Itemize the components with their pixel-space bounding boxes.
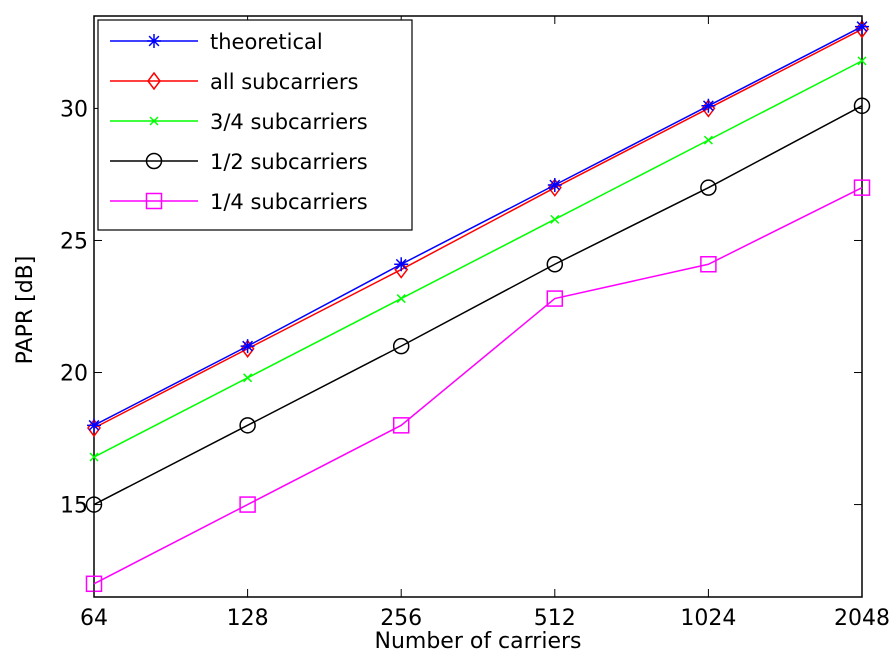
legend-marker	[149, 116, 159, 126]
series-theoretical	[87, 19, 869, 433]
data-point	[89, 452, 99, 462]
series-line	[93, 186, 863, 585]
data-point	[550, 214, 560, 224]
data-point	[700, 179, 717, 196]
data-point	[240, 339, 255, 354]
legend-marker	[145, 152, 163, 170]
data-point	[547, 178, 562, 193]
y-tick-label: 20	[60, 362, 88, 387]
data-point	[546, 290, 564, 307]
data-point	[396, 294, 406, 304]
series-1-2-subcarriers	[85, 97, 871, 513]
y-tick-label: 25	[60, 229, 88, 254]
legend-entry: 1/4 subcarriers	[110, 190, 368, 214]
data-point	[243, 373, 253, 383]
series-line	[93, 105, 863, 506]
x-tick-label: 256	[380, 606, 422, 631]
legend-label: 1/2 subcarriers	[210, 150, 368, 174]
y-axis-label: PAPR [dB]	[13, 256, 38, 365]
data-point	[855, 19, 869, 34]
legend-marker	[145, 192, 163, 210]
legend-entry: theoretical	[110, 30, 323, 54]
data-point	[703, 135, 713, 145]
data-point	[87, 418, 101, 433]
legend-label: theoretical	[210, 30, 323, 54]
x-axis-label: Number of carriers	[374, 629, 581, 654]
legend-label: 1/4 subcarriers	[210, 190, 368, 214]
legend-label: 3/4 subcarriers	[210, 110, 368, 134]
x-tick-label: 64	[80, 606, 108, 631]
data-point	[546, 255, 564, 273]
data-point	[392, 417, 410, 434]
y-tick-label: 30	[60, 97, 88, 122]
data-point	[853, 179, 871, 196]
legend-marker	[147, 34, 161, 48]
legend-label: all subcarriers	[210, 70, 358, 94]
x-tick-label: 2048	[834, 606, 890, 631]
data-point	[853, 97, 871, 115]
y-tick-label: 15	[60, 494, 88, 519]
series-line	[93, 25, 863, 427]
data-point	[394, 257, 409, 272]
x-tick-label: 512	[534, 606, 576, 631]
data-point	[239, 496, 256, 513]
legend-entry: all subcarriers	[110, 70, 358, 94]
series-line	[93, 28, 863, 429]
series-3-4-subcarriers	[89, 56, 867, 462]
x-tick-label: 128	[227, 606, 269, 631]
data-point	[700, 255, 717, 273]
legend-entry: 1/2 subcarriers	[110, 150, 368, 174]
legend-entry: 3/4 subcarriers	[110, 110, 368, 134]
x-tick-label: 1024	[680, 606, 736, 631]
data-point	[857, 56, 867, 66]
series-line	[93, 60, 863, 458]
data-point	[701, 98, 716, 113]
series-1-4-subcarriers	[85, 179, 871, 593]
data-point	[392, 337, 410, 355]
legend-marker	[147, 71, 161, 91]
data-point	[239, 417, 256, 434]
